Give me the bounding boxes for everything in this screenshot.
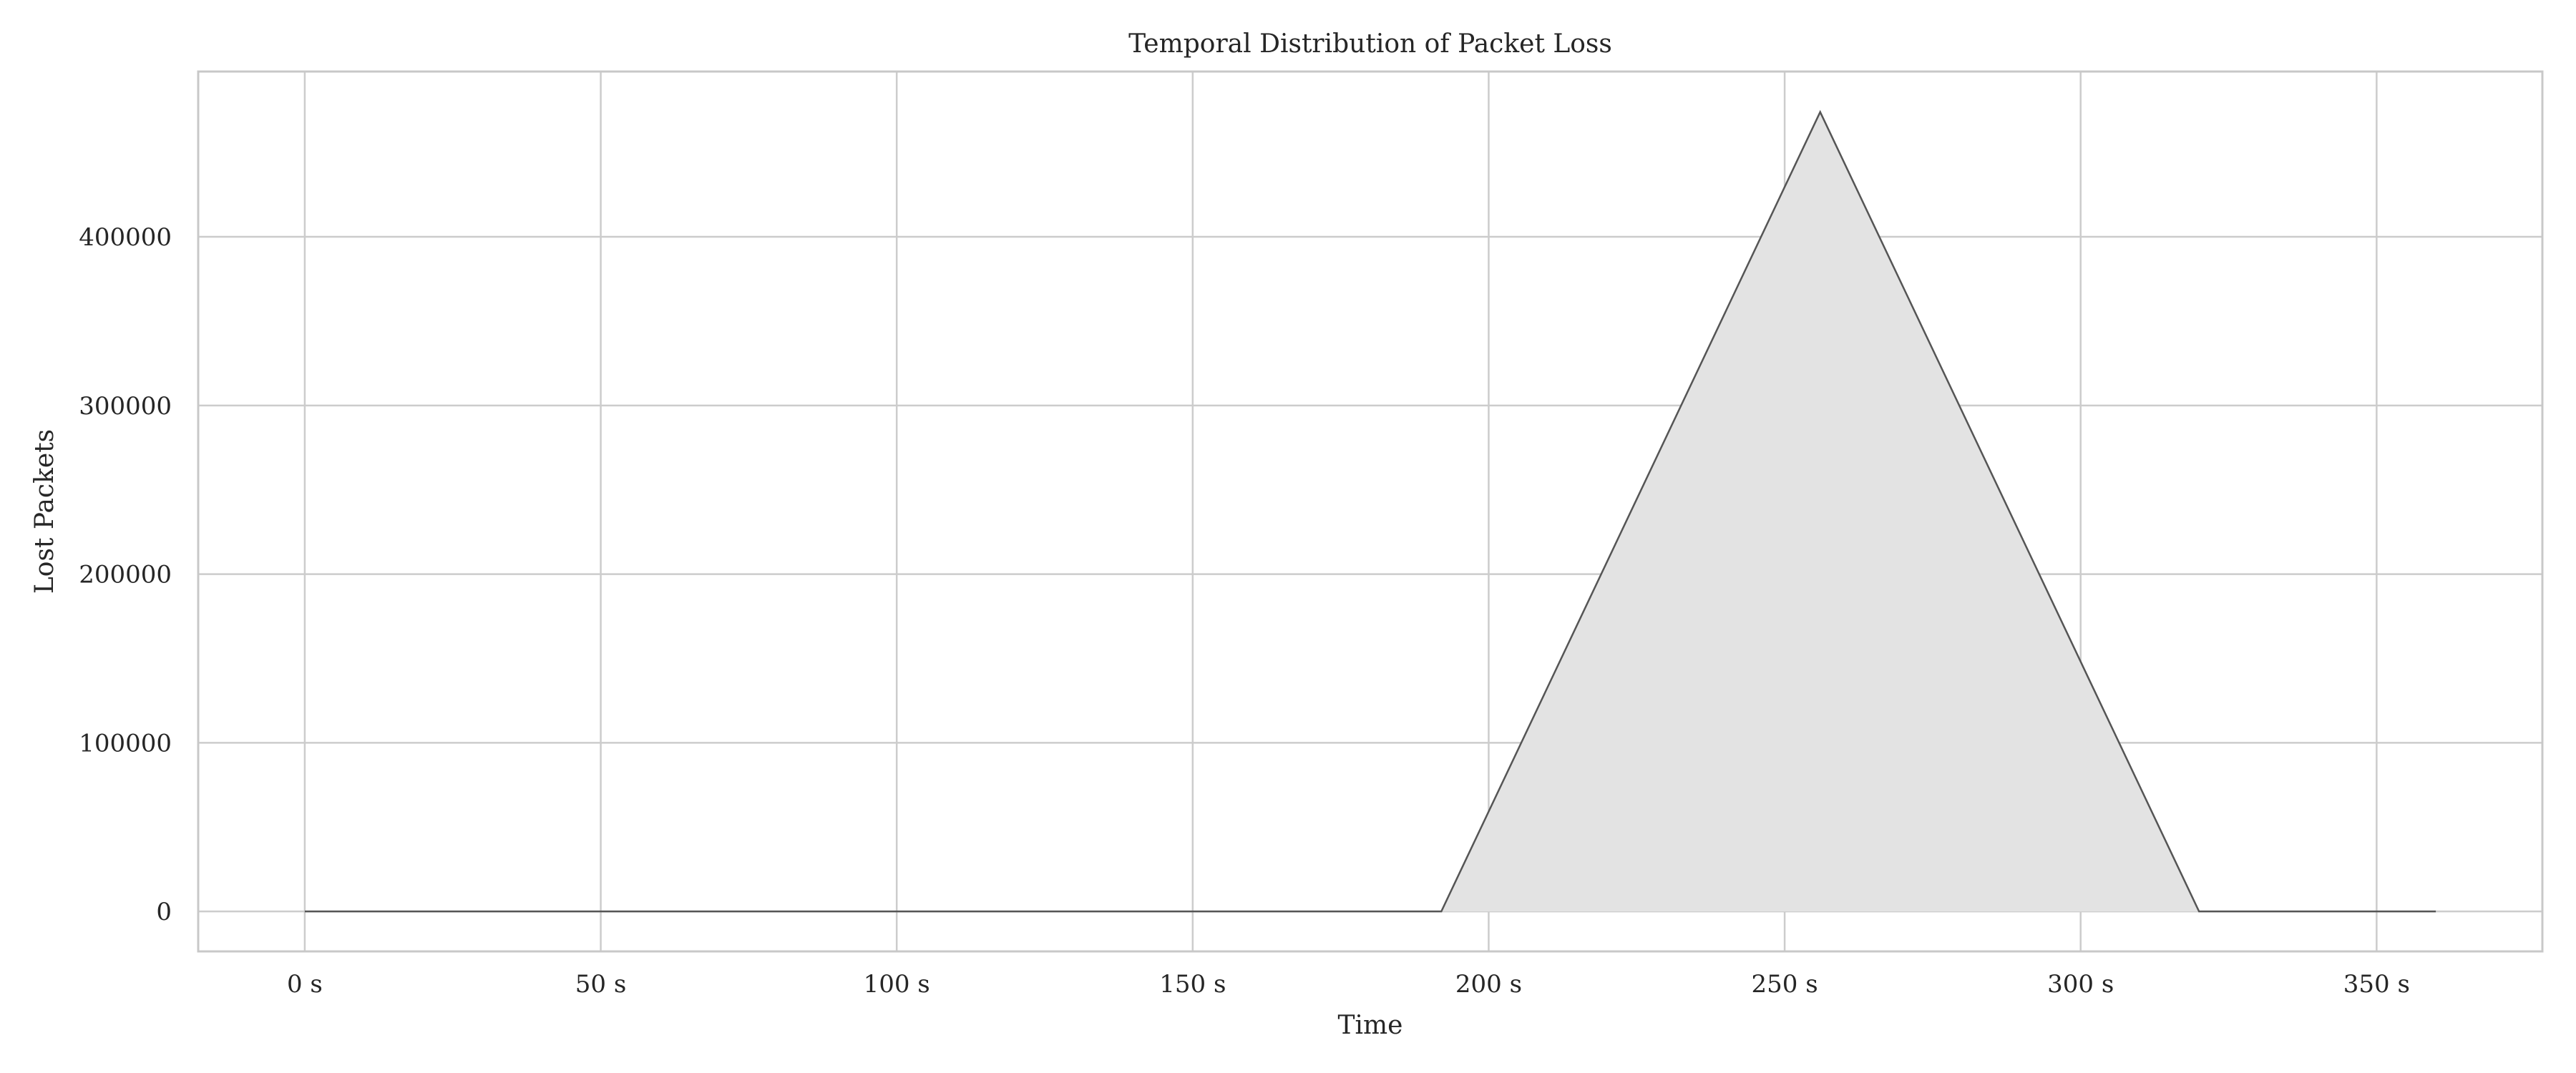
y-tick-label: 300000: [79, 392, 172, 421]
x-tick-label: 150 s: [1159, 970, 1226, 999]
y-tick-label: 100000: [79, 729, 172, 758]
y-tick-label: 400000: [79, 223, 172, 252]
y-axis-label: Lost Packets: [30, 429, 59, 594]
chart-title: Temporal Distribution of Packet Loss: [1128, 29, 1612, 59]
y-tick-label: 0: [156, 898, 172, 926]
x-tick-label: 250 s: [1752, 970, 1818, 999]
series-layer: [304, 109, 2436, 913]
x-tick-label: 50 s: [575, 970, 627, 999]
x-tick-label: 300 s: [2047, 970, 2114, 999]
tick-layer: 0 s 50 s 100 s 150 s 200 s 250 s 300 s 350 s 0 10…: [79, 223, 2410, 999]
y-tick-label: 200000: [79, 561, 172, 589]
grid-layer: [198, 72, 2542, 951]
x-tick-label: 100 s: [864, 970, 930, 999]
x-tick-label: 200 s: [1455, 970, 1522, 999]
x-tick-label: 0 s: [287, 970, 323, 999]
plot-frame: [197, 70, 2544, 953]
x-axis-label: Time: [1338, 1011, 1403, 1040]
x-tick-label: 350 s: [2343, 970, 2410, 999]
packet-loss-area: [304, 112, 2436, 912]
